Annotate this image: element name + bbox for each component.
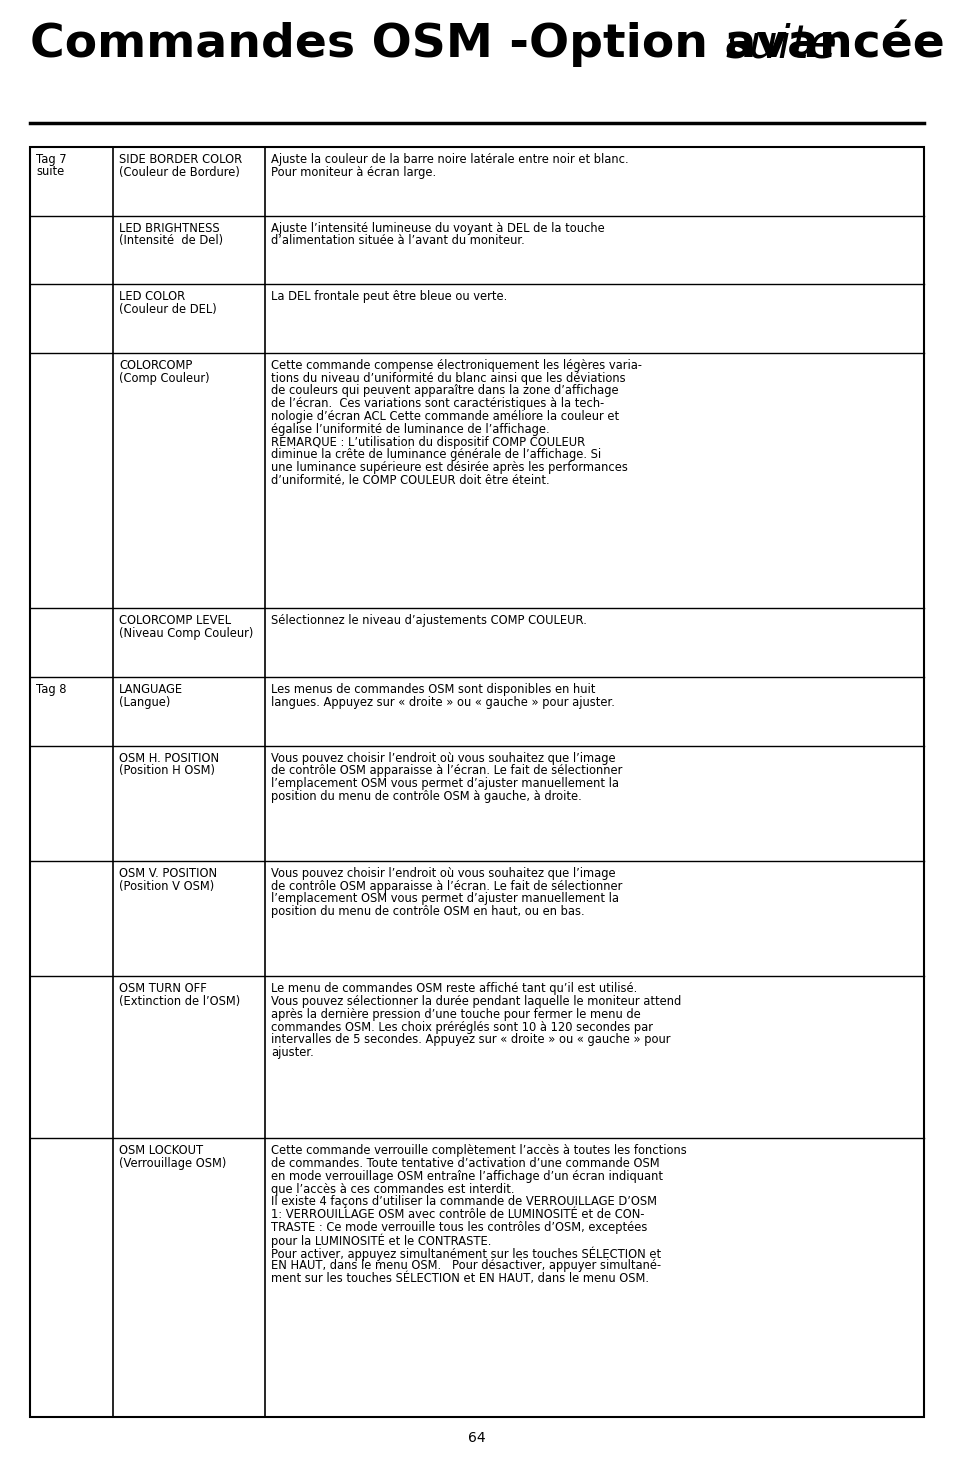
Text: 64: 64: [468, 1431, 485, 1446]
Text: Les menus de commandes OSM sont disponibles en huit: Les menus de commandes OSM sont disponib…: [271, 683, 595, 696]
Text: (Verrouillage OSM): (Verrouillage OSM): [119, 1156, 226, 1170]
Text: LED COLOR: LED COLOR: [119, 291, 185, 304]
Text: que l’accès à ces commandes est interdit.: que l’accès à ces commandes est interdit…: [271, 1183, 514, 1196]
Text: de l’écran.  Ces variations sont caractéristiques à la tech-: de l’écran. Ces variations sont caractér…: [271, 397, 603, 410]
Text: de contrôle OSM apparaisse à l’écran. Le fait de sélectionner: de contrôle OSM apparaisse à l’écran. Le…: [271, 764, 621, 777]
Text: de contrôle OSM apparaisse à l’écran. Le fait de sélectionner: de contrôle OSM apparaisse à l’écran. Le…: [271, 879, 621, 892]
Text: d’uniformité, le COMP COULEUR doit être éteint.: d’uniformité, le COMP COULEUR doit être …: [271, 473, 549, 487]
Text: diminue la crête de luminance générale de l’affichage. Si: diminue la crête de luminance générale d…: [271, 448, 600, 462]
Text: (Intensité  de Del): (Intensité de Del): [119, 235, 223, 248]
Text: Vous pouvez choisir l’endroit où vous souhaitez que l’image: Vous pouvez choisir l’endroit où vous so…: [271, 751, 615, 764]
Text: suite: suite: [36, 165, 64, 178]
Text: commandes OSM. Les choix préréglés sont 10 à 120 secondes par: commandes OSM. Les choix préréglés sont …: [271, 1021, 652, 1034]
Text: OSM V. POSITION: OSM V. POSITION: [119, 867, 217, 879]
Text: nologie d’écran ACL Cette commande améliore la couleur et: nologie d’écran ACL Cette commande améli…: [271, 410, 618, 423]
Text: 1: VERROUILLAGE OSM avec contrôle de LUMINOSITÉ et de CON-: 1: VERROUILLAGE OSM avec contrôle de LUM…: [271, 1208, 644, 1221]
Text: (Position H OSM): (Position H OSM): [119, 764, 214, 777]
Text: tions du niveau d’uniformité du blanc ainsi que les déviations: tions du niveau d’uniformité du blanc ai…: [271, 372, 625, 385]
Text: suite: suite: [724, 22, 836, 66]
Text: OSM TURN OFF: OSM TURN OFF: [119, 982, 207, 996]
Text: d’alimentation située à l’avant du moniteur.: d’alimentation située à l’avant du monit…: [271, 235, 524, 248]
Text: (Position V OSM): (Position V OSM): [119, 879, 214, 892]
Text: l’emplacement OSM vous permet d’ajuster manuellement la: l’emplacement OSM vous permet d’ajuster …: [271, 777, 618, 791]
Text: TRASTE : Ce mode verrouille tous les contrôles d’OSM, exceptées: TRASTE : Ce mode verrouille tous les con…: [271, 1221, 647, 1235]
Text: égalise l’uniformité de luminance de l’affichage.: égalise l’uniformité de luminance de l’a…: [271, 423, 549, 435]
Text: EN HAUT, dans le menu OSM.   Pour désactiver, appuyer simultané-: EN HAUT, dans le menu OSM. Pour désactiv…: [271, 1260, 660, 1273]
Text: l’emplacement OSM vous permet d’ajuster manuellement la: l’emplacement OSM vous permet d’ajuster …: [271, 892, 618, 906]
Text: de commandes. Toute tentative d’activation d’une commande OSM: de commandes. Toute tentative d’activati…: [271, 1156, 659, 1170]
Text: COLORCOMP: COLORCOMP: [119, 358, 193, 372]
Text: pour la LUMINOSITÉ et le CONTRASTE.: pour la LUMINOSITÉ et le CONTRASTE.: [271, 1233, 491, 1248]
Text: LANGUAGE: LANGUAGE: [119, 683, 183, 696]
Text: position du menu de contrôle OSM en haut, ou en bas.: position du menu de contrôle OSM en haut…: [271, 906, 584, 919]
Text: SIDE BORDER COLOR: SIDE BORDER COLOR: [119, 153, 242, 167]
Text: de couleurs qui peuvent apparaître dans la zone d’affichage: de couleurs qui peuvent apparaître dans …: [271, 385, 618, 397]
Text: après la dernière pression d’une touche pour fermer le menu de: après la dernière pression d’une touche …: [271, 1007, 640, 1021]
Text: une luminance supérieure est désirée après les performances: une luminance supérieure est désirée apr…: [271, 462, 627, 475]
Text: Cette commande verrouille complètement l’accès à toutes les fonctions: Cette commande verrouille complètement l…: [271, 1145, 686, 1158]
Text: en mode verrouillage OSM entraîne l’affichage d’un écran indiquant: en mode verrouillage OSM entraîne l’affi…: [271, 1170, 662, 1183]
Text: La DEL frontale peut être bleue ou verte.: La DEL frontale peut être bleue ou verte…: [271, 291, 507, 304]
Text: (Couleur de Bordure): (Couleur de Bordure): [119, 165, 239, 178]
Text: Pour moniteur à écran large.: Pour moniteur à écran large.: [271, 165, 436, 178]
Text: Ajuste la couleur de la barre noire latérale entre noir et blanc.: Ajuste la couleur de la barre noire laté…: [271, 153, 628, 167]
Text: Cette commande compense électroniquement les légères varia-: Cette commande compense électroniquement…: [271, 358, 641, 372]
Text: intervalles de 5 secondes. Appuyez sur « droite » ou « gauche » pour: intervalles de 5 secondes. Appuyez sur «…: [271, 1034, 670, 1046]
Text: REMARQUE : L’utilisation du dispositif COMP COULEUR: REMARQUE : L’utilisation du dispositif C…: [271, 435, 584, 448]
Text: (Langue): (Langue): [119, 696, 171, 708]
Text: OSM LOCKOUT: OSM LOCKOUT: [119, 1145, 203, 1158]
Text: (Comp Couleur): (Comp Couleur): [119, 372, 210, 385]
Text: Ajuste l’intensité lumineuse du voyant à DEL de la touche: Ajuste l’intensité lumineuse du voyant à…: [271, 221, 604, 235]
Text: (Couleur de DEL): (Couleur de DEL): [119, 302, 216, 316]
Text: (Extinction de l’OSM): (Extinction de l’OSM): [119, 996, 240, 1007]
Text: Tag 8: Tag 8: [36, 683, 67, 696]
Text: COLORCOMP LEVEL: COLORCOMP LEVEL: [119, 614, 231, 627]
Text: Commandes OSM -Option avancée -: Commandes OSM -Option avancée -: [30, 19, 953, 66]
Text: Il existe 4 façons d’utiliser la commande de VERROUILLAGE D’OSM: Il existe 4 façons d’utiliser la command…: [271, 1195, 657, 1208]
Text: langues. Appuyez sur « droite » ou « gauche » pour ajuster.: langues. Appuyez sur « droite » ou « gau…: [271, 696, 615, 708]
Text: LED BRIGHTNESS: LED BRIGHTNESS: [119, 221, 219, 235]
Text: Vous pouvez sélectionner la durée pendant laquelle le moniteur attend: Vous pouvez sélectionner la durée pendan…: [271, 996, 680, 1007]
Text: (Niveau Comp Couleur): (Niveau Comp Couleur): [119, 627, 253, 640]
Text: ment sur les touches SÉLECTION et EN HAUT, dans le menu OSM.: ment sur les touches SÉLECTION et EN HAU…: [271, 1271, 648, 1285]
Text: Tag 7: Tag 7: [36, 153, 67, 167]
Text: ajuster.: ajuster.: [271, 1046, 314, 1059]
Text: Le menu de commandes OSM reste affiché tant qu’il est utilisé.: Le menu de commandes OSM reste affiché t…: [271, 982, 637, 996]
Text: Pour activer, appuyez simultanément sur les touches SÉLECTION et: Pour activer, appuyez simultanément sur …: [271, 1246, 660, 1261]
Text: OSM H. POSITION: OSM H. POSITION: [119, 751, 219, 764]
Text: position du menu de contrôle OSM à gauche, à droite.: position du menu de contrôle OSM à gauch…: [271, 791, 581, 802]
Bar: [30, 148, 923, 1417]
Text: Vous pouvez choisir l’endroit où vous souhaitez que l’image: Vous pouvez choisir l’endroit où vous so…: [271, 867, 615, 879]
Text: Sélectionnez le niveau d’ajustements COMP COULEUR.: Sélectionnez le niveau d’ajustements COM…: [271, 614, 586, 627]
